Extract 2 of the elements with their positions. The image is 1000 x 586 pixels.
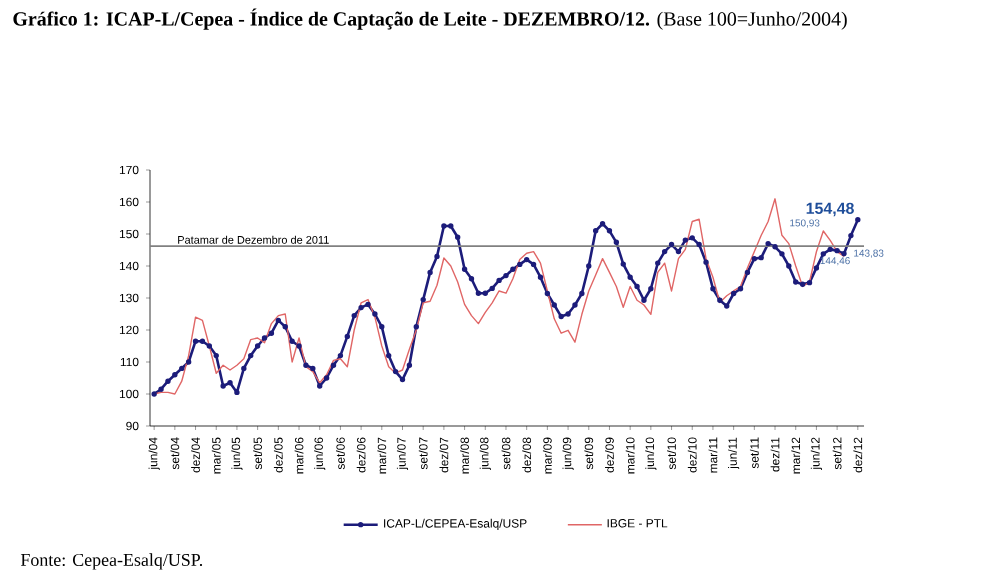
chart-title: Gráfico 1: ICAP-L/Cepea - Índice de Captação de Leite - DEZEMBRO/12. (Base 100=Junho/2004) xyxy=(13,8,847,30)
source-note: Fonte: Cepea-Esalq/USP. xyxy=(20,553,203,570)
